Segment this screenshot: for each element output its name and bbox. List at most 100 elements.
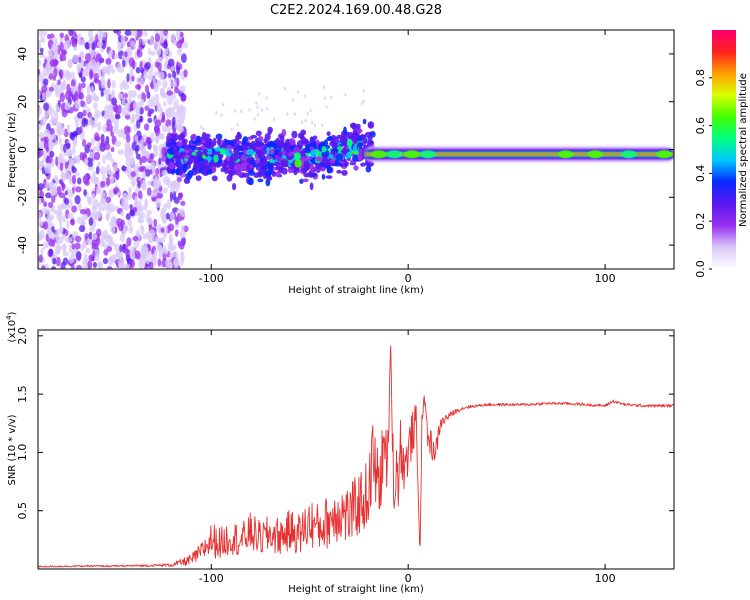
spectrogram-noise-cell — [41, 36, 46, 43]
spectrogram-noise-cell — [110, 68, 115, 74]
spectrogram-noise-cell — [92, 145, 99, 151]
spectrogram-noise-cell — [113, 53, 119, 60]
spectrogram-band-cell — [215, 133, 223, 140]
spectrogram-band-cell — [280, 160, 286, 167]
spectrogram-noise-cell — [54, 86, 62, 95]
spectrogram-carrier-blob — [620, 150, 637, 159]
spectrogram-noise-cell — [135, 67, 141, 74]
spectrogram-noise-cell — [167, 72, 172, 79]
spectrogram-noise-cell — [178, 242, 185, 250]
spectrogram-noise-cell — [113, 30, 119, 34]
spectrogram-band-cell — [235, 134, 240, 141]
spectrogram-noise-cell — [62, 183, 66, 190]
spectrogram-noise-cell — [77, 91, 83, 100]
spectrogram-noise-cell — [180, 200, 186, 206]
spectrogram-noise-cell — [70, 262, 75, 269]
spectrogram-noise-cell — [38, 132, 45, 139]
spectrogram-noise-cell — [125, 167, 132, 173]
spectrogram-noise-cell — [46, 66, 52, 75]
spectrogram-noise-cell — [154, 126, 161, 137]
spectrogram-noise-cell — [42, 242, 46, 250]
spectrogram-noise-cell — [153, 39, 159, 50]
spectrogram-noise-cell — [59, 32, 65, 39]
spectrogram-band-cell — [309, 182, 314, 191]
spectrogram-noise-cell — [167, 125, 172, 133]
spectrogram-noise-cell — [136, 77, 140, 84]
spectrogram-noise-cell — [61, 172, 66, 182]
spectrogram-noise-cell — [43, 150, 48, 159]
spectrogram-chart: -100 0 100 -40 -20 0 20 40 Height of straight … — [7, 29, 675, 296]
spectrogram-noise-cell — [149, 36, 154, 46]
spectrogram-noise-cell — [125, 213, 131, 221]
spectrogram-noise-cell — [107, 256, 114, 266]
spectrogram-noise-cell — [75, 186, 82, 193]
spectrogram-noise-cell — [48, 86, 55, 92]
spectrogram-noise-cell — [53, 174, 59, 182]
spectrogram-band-cell — [168, 162, 175, 170]
spectrogram-noise-cell — [38, 106, 43, 116]
spectrogram-noise-cell — [128, 225, 134, 234]
spectrogram-noise-cell — [86, 142, 92, 149]
spectrogram-noise-cell — [79, 208, 87, 215]
spectrogram-band-cell — [357, 141, 364, 147]
spectrogram-noise-cell — [121, 243, 126, 254]
spectrogram-noise-cell — [50, 194, 56, 204]
spectrogram-noise-cell — [83, 157, 88, 167]
x-tick-label: 100 — [595, 572, 616, 585]
spectrogram-noise-cell — [155, 198, 162, 208]
spectrogram-band-cell — [211, 175, 218, 182]
spectrogram-sparse-cell — [360, 101, 364, 106]
spectrogram-noise-cell — [163, 40, 168, 49]
spectrogram-noise-cell — [159, 87, 165, 94]
spectrogram-noise-cell — [122, 224, 129, 233]
spectrogram-noise-cell — [46, 33, 52, 40]
snr-y-ticks: 0.5 1.0 1.5 2.0 — [16, 327, 674, 519]
spectrogram-band-cell — [225, 152, 232, 158]
spectrogram-noise-cell — [81, 38, 86, 46]
spectrogram-band-cell — [212, 137, 217, 147]
spectrogram-noise-cell — [150, 132, 155, 142]
spectrogram-noise-cell — [154, 93, 160, 104]
spectrogram-noise-cell — [72, 30, 77, 37]
spectrogram-noise-cell — [76, 64, 81, 73]
spectrogram-y-ticks: -40 -20 0 20 40 — [16, 47, 674, 254]
spectrogram-band-cell — [321, 146, 327, 153]
y-tick-label: 0.5 — [16, 502, 29, 519]
spectrogram-band-cell — [204, 133, 211, 138]
spectrogram-band-cell — [247, 177, 254, 186]
spectrogram-noise-cell — [102, 198, 106, 206]
spectrogram-noise-cell — [82, 259, 87, 266]
spectrogram-noise-cell — [91, 242, 96, 250]
spectrogram-noise-cell — [102, 257, 109, 265]
spectrogram-noise-cell — [67, 60, 72, 69]
spectrogram-noise-cell — [180, 251, 184, 258]
spectrogram-noise-cell — [99, 32, 104, 39]
spectrogram-band-cell — [233, 154, 239, 161]
spectrogram-noise-cell — [181, 95, 187, 102]
spectrogram-noise-cell — [96, 228, 102, 237]
spectrogram-noise-cell — [136, 49, 143, 58]
spectrogram-noise-cell — [100, 191, 106, 200]
spectrogram-sparse-cell — [255, 101, 258, 105]
spectrogram-noise-cell — [154, 33, 161, 43]
spectrogram-sparse-cell — [265, 107, 269, 111]
spectrogram-noise-cell — [136, 229, 141, 237]
spectrogram-noise-cell — [68, 30, 74, 37]
spectrogram-noise-cell — [171, 116, 176, 126]
spectrogram-noise-cell — [58, 192, 66, 199]
spectrogram-band-cell — [188, 145, 197, 150]
spectrogram-noise-cell — [105, 58, 112, 65]
spectrogram-noise-cell — [180, 53, 187, 64]
spectrogram-band-cell — [256, 140, 261, 147]
spectrogram-band-cell — [332, 136, 339, 145]
spectrogram-noise-cell — [108, 188, 112, 197]
spectrogram-noise-cell — [78, 225, 86, 233]
spectrogram-noise-cell — [69, 131, 74, 140]
spectrogram-noise-cell — [129, 249, 136, 259]
spectrogram-noise-cell — [82, 109, 87, 117]
spectrogram-sparse-cell — [248, 108, 251, 112]
spectrogram-noise-cell — [95, 33, 99, 44]
spectrogram-noise-cell — [56, 204, 63, 211]
spectrogram-noise-cell — [132, 235, 139, 242]
spectrogram-noise-cell — [41, 159, 45, 168]
